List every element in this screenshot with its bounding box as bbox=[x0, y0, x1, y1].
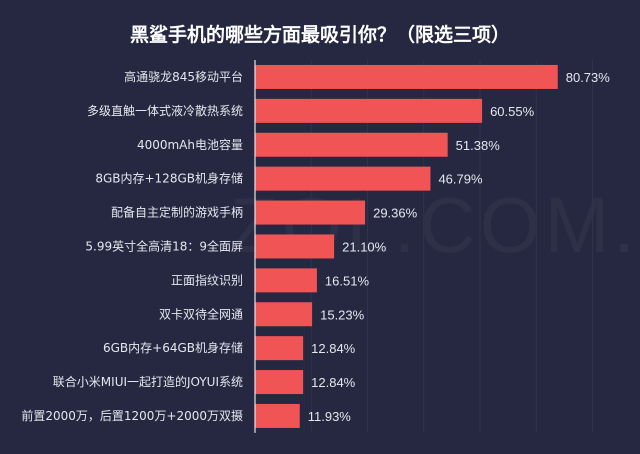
value-label: 46.79% bbox=[438, 172, 483, 187]
value-label: 16.51% bbox=[325, 273, 370, 288]
category-label: 正面指纹识别 bbox=[171, 272, 243, 287]
bar bbox=[255, 336, 304, 361]
category-label: 8GB内存+128GB机身存储 bbox=[95, 171, 243, 186]
value-label: 12.84% bbox=[311, 375, 356, 390]
value-label: 12.84% bbox=[311, 341, 356, 356]
bar bbox=[255, 98, 483, 123]
bar bbox=[255, 302, 313, 327]
category-label: 4000mAh电池容量 bbox=[137, 137, 243, 152]
value-label: 60.55% bbox=[490, 104, 535, 119]
category-label: 联合小米MIUI一起打造的JOYUI系统 bbox=[53, 374, 243, 389]
bar bbox=[255, 200, 366, 225]
value-label: 11.93% bbox=[308, 409, 352, 424]
value-label: 15.23% bbox=[320, 307, 365, 322]
category-label: 配备自主定制的游戏手柄 bbox=[111, 205, 243, 220]
chart-title: 黑鲨手机的哪些方面最吸引你？（限选三项） bbox=[129, 24, 510, 46]
value-label: 51.38% bbox=[456, 138, 501, 153]
category-label: 双卡双待全网通 bbox=[159, 306, 243, 321]
category-label: 高通骁龙845移动平台 bbox=[124, 69, 243, 84]
category-label: 多级直触一体式液冷散热系统 bbox=[87, 103, 243, 118]
value-label: 29.36% bbox=[373, 206, 418, 221]
bar bbox=[255, 370, 304, 395]
bar bbox=[255, 64, 558, 89]
value-label: 21.10% bbox=[342, 239, 387, 254]
bar bbox=[255, 403, 300, 428]
bar bbox=[255, 132, 448, 157]
bar bbox=[255, 234, 335, 259]
value-label: 80.73% bbox=[566, 70, 611, 85]
bar bbox=[255, 166, 431, 191]
category-label: 前置2000万，后置1200万+2000万双摄 bbox=[21, 408, 243, 423]
category-label: 6GB内存+64GB机身存储 bbox=[103, 340, 243, 355]
bar bbox=[255, 268, 317, 293]
category-label: 5.99英寸全高清18：9全面屏 bbox=[85, 238, 243, 253]
